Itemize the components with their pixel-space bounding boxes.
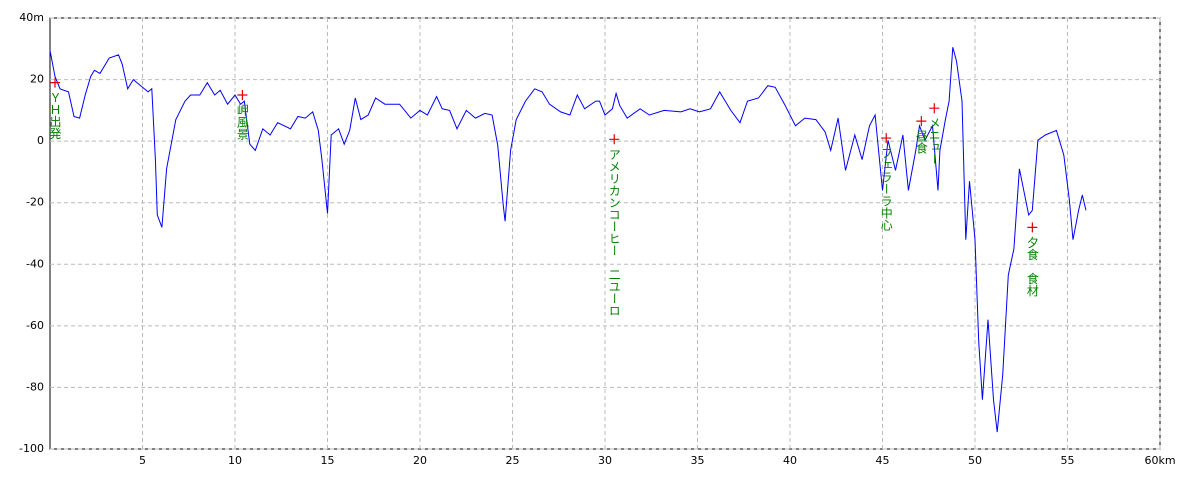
y-tick-label: 20	[30, 73, 44, 86]
annotation-label: フェラーラ中心	[879, 147, 893, 231]
y-tick-label: -80	[26, 380, 44, 393]
x-tick-label: 5	[139, 454, 146, 467]
y-tick-label: 0	[37, 134, 44, 147]
x-tick-label: 50	[968, 454, 982, 467]
annotation-marker	[49, 77, 60, 88]
x-tick-label: 15	[321, 454, 335, 467]
annotation-marker	[916, 116, 927, 127]
y-tick-label: -20	[26, 196, 44, 209]
annotation-marker	[609, 134, 620, 145]
elevation-line	[49, 47, 1087, 433]
annotation-label: メニュー	[927, 117, 941, 165]
annotation-label: 昼食	[914, 130, 928, 154]
annotation-marker	[929, 103, 940, 114]
x-tick-label: 35	[691, 454, 705, 467]
y-tick-label: -40	[26, 257, 44, 270]
x-tick-label: 40	[783, 454, 797, 467]
x-tick-label: 30	[598, 454, 612, 467]
x-tick-label: 10	[228, 454, 242, 467]
x-tick-label: 45	[876, 454, 890, 467]
annotation-marker	[1027, 222, 1038, 233]
annotation-marker	[881, 133, 892, 144]
x-tick-label: 60km	[1144, 454, 1175, 467]
annotation-label: 岬風景	[235, 104, 249, 140]
y-tick-label: 40m	[19, 11, 44, 24]
y-tick-label: -100	[19, 442, 44, 455]
y-tick-label: -60	[26, 319, 44, 332]
annotation-label: アメリカンコーヒー 二ユーロ	[607, 148, 621, 316]
x-tick-label: 20	[413, 454, 427, 467]
annotation-label: ＹＨ出発	[48, 92, 62, 140]
x-tick-label: 25	[506, 454, 520, 467]
annotation-label: 夕食 食材	[1025, 236, 1039, 296]
x-tick-label: 55	[1061, 454, 1075, 467]
annotation-marker	[237, 89, 248, 100]
